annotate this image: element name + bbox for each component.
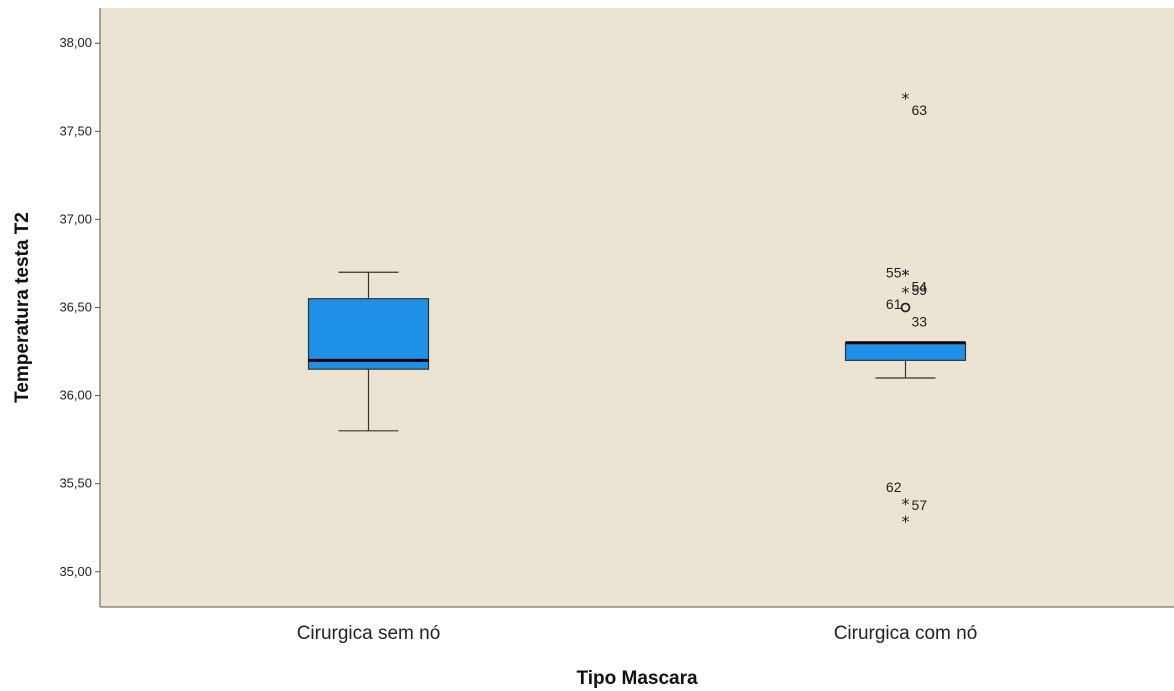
extreme-marker: * (902, 265, 910, 284)
outlier-label: 57 (912, 497, 928, 513)
y-tick-label: 35,50 (59, 476, 92, 491)
y-tick-label: 37,00 (59, 211, 92, 226)
outlier-label: 59 (912, 282, 928, 298)
outlier-label: 55 (886, 264, 902, 280)
extreme-marker: * (902, 494, 910, 513)
outlier-marker (900, 302, 911, 313)
y-axis-title: Temperatura testa T2 (12, 212, 33, 403)
x-category-label: Cirurgica sem nó (297, 623, 441, 644)
box-iqr (844, 342, 967, 361)
outlier-label: 54 (912, 278, 928, 294)
outlier-label: 61 (886, 296, 902, 312)
y-tick-label: 36,50 (59, 300, 92, 315)
box-iqr (307, 298, 430, 370)
y-axis: 35,00 35,50 36,00 36,50 37,00 37,50 38,00 (59, 8, 101, 607)
extreme-marker: * (902, 512, 910, 531)
extreme-marker: * (902, 283, 910, 302)
x-axis-title: Tipo Mascara (576, 668, 698, 689)
y-tick-label: 36,00 (59, 388, 92, 403)
y-tick-label: 37,50 (59, 123, 92, 138)
box-group (307, 271, 430, 432)
x-category-label: Cirurgica com nó (834, 623, 978, 644)
outlier-label: 33 (912, 314, 928, 330)
outlier-label: 63 (912, 102, 928, 118)
x-axis: Cirurgica sem nó Cirurgica com nó (100, 606, 1174, 644)
y-tick-label: 38,00 (59, 35, 92, 50)
extreme-marker: * (902, 265, 910, 284)
extreme-marker: * (902, 89, 910, 108)
outlier-label: 62 (886, 479, 902, 495)
plot-area (100, 8, 1174, 607)
y-tick-label: 35,00 (59, 564, 92, 579)
